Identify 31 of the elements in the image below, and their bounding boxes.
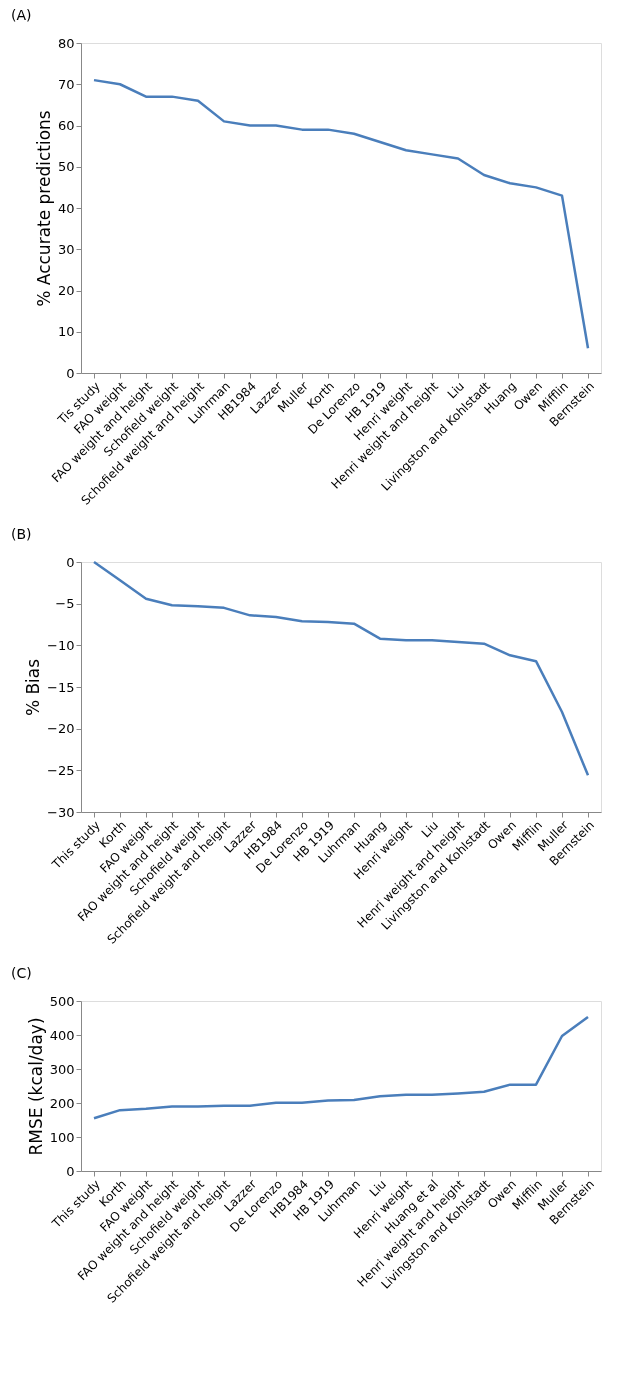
y-tick-label: −30 [47,804,75,820]
chart-title: (C) [11,965,32,981]
y-tick-label: −15 [47,679,75,695]
y-tick-label: −20 [47,721,75,737]
y-tick-label: 10 [57,324,75,340]
y-tick-label: 60 [57,118,75,133]
line-series [92,78,590,350]
y-tick-label: −10 [47,637,75,653]
y-tick-label: 200 [49,1095,75,1111]
y-tick-label: 80 [57,35,75,51]
y-tick-label: 40 [57,200,75,216]
y-tick-label: −25 [47,762,75,778]
y-tick-label: 70 [57,76,75,92]
y-tick-label: 20 [57,283,75,298]
line-series [92,560,590,777]
chart-title: (B) [11,526,32,542]
chart-title: (A) [11,7,32,23]
y-axis-title: % Accurate predictions [33,110,54,307]
y-tick-label: −5 [55,596,75,612]
y-tick-label: 500 [49,993,75,1009]
y-tick-label: 0 [66,1163,75,1179]
y-tick-label: 100 [49,1129,75,1145]
y-axis-title: RMSE (kcal/day) [25,1017,46,1156]
y-tick-label: 0 [66,554,75,570]
y-tick-label: 300 [49,1061,75,1077]
y-tick-label: 400 [49,1027,75,1043]
y-tick-label: 50 [57,159,75,175]
y-tick-label: 0 [66,365,75,381]
y-tick-label: 30 [57,241,75,257]
line-series [92,1015,590,1120]
y-axis-title: % Bias [23,658,44,717]
